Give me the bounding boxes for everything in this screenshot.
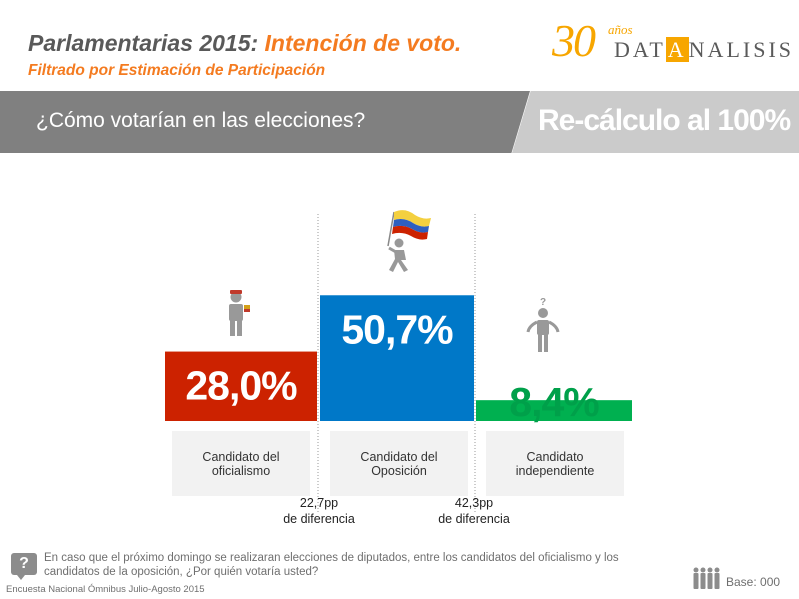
survey-question: En caso que el próximo domingo se realiz… <box>44 552 619 578</box>
question-header: ¿Cómo votarían en las elecciones? <box>36 109 366 132</box>
question-band <box>0 91 530 153</box>
category-label-oficialismo-line-2: oficialismo <box>212 464 270 478</box>
base-count: Base: 000 <box>726 575 781 589</box>
logo-brand: DATANALISIS <box>614 37 794 63</box>
value-label-independiente: 8,4% <box>509 379 599 425</box>
people-group-icon <box>693 567 720 589</box>
question-mark-icon: ? <box>11 553 37 580</box>
difference-annotation-1-line-1: 22,7pp <box>300 496 338 510</box>
svg-text:?: ? <box>540 297 546 308</box>
bar-independiente <box>476 400 632 421</box>
category-label-oposicion-line-1: Candidato del <box>360 450 437 464</box>
title-part-2: Intención de voto. <box>264 30 462 56</box>
recalc-band <box>512 91 799 153</box>
value-label-oposicion: 50,7% <box>341 306 453 352</box>
difference-annotation-1-line-2: de diferencia <box>283 512 355 526</box>
category-box-independiente <box>486 431 624 496</box>
logo-brand-post: NALISIS <box>688 37 795 62</box>
logo-years: años <box>608 22 633 37</box>
category-box-oposicion <box>330 431 468 496</box>
category-label-oposicion-line-2: Oposición <box>371 464 427 478</box>
difference-annotation-2-line-2: de diferencia <box>438 512 510 526</box>
category-label-independiente-line-2: independiente <box>516 464 595 478</box>
category-box-oficialismo <box>172 431 310 496</box>
opposition-flag-person-icon <box>387 210 431 272</box>
value-label-oficialismo: 28,0% <box>185 363 297 409</box>
logo-brand-highlight: A <box>665 37 689 62</box>
title-part-1: Parlamentarias 2015: <box>28 30 259 56</box>
difference-annotation-2-line-1: 42,3pp <box>455 496 493 510</box>
bar-oposicion <box>320 295 474 421</box>
logo-number: 30 <box>552 15 596 66</box>
recalc-label: Re-cálculo al 100% <box>538 104 791 137</box>
category-label-oficialismo-line-1: Candidato del <box>202 450 279 464</box>
page-title: Parlamentarias 2015: Intención de voto. <box>28 30 461 57</box>
survey-source: Encuesta Nacional Ómnibus Julio-Agosto 2… <box>6 584 205 595</box>
independent-question-person-icon: ? <box>526 297 560 352</box>
category-label-independiente-line-1: Candidato <box>527 450 584 464</box>
datanalisis-logo: 30 años DATANALISIS <box>548 14 791 70</box>
officialist-person-icon <box>229 290 250 336</box>
page-subtitle: Filtrado por Estimación de Participación <box>28 62 326 79</box>
logo-brand-pre: DAT <box>614 37 666 62</box>
bar-oficialismo <box>165 351 317 421</box>
